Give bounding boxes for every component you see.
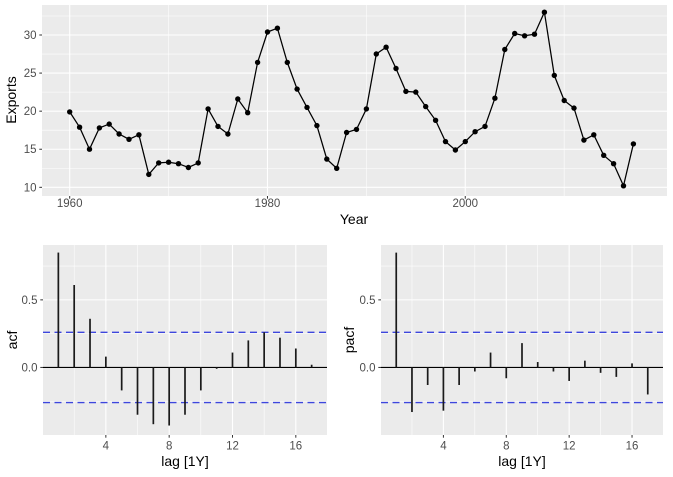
svg-text:0.0: 0.0: [22, 362, 38, 374]
acf-y-axis-title: acf: [4, 330, 20, 350]
pacf-y-axis-title: pacf: [341, 326, 357, 354]
svg-text:4: 4: [440, 441, 447, 453]
svg-text:16: 16: [626, 441, 639, 453]
svg-text:1980: 1980: [255, 198, 281, 210]
svg-text:0.5: 0.5: [22, 295, 38, 307]
exports-timeseries-chart: 1960 1980 2000 10 15 20 25 30: [24, 5, 667, 210]
svg-text:0.5: 0.5: [360, 295, 376, 307]
svg-text:8: 8: [503, 441, 509, 453]
svg-text:20: 20: [24, 106, 37, 118]
pacf-x-axis-title: lag [1Y]: [498, 453, 546, 469]
svg-text:12: 12: [563, 441, 576, 453]
exports-x-axis-title: Year: [339, 211, 369, 227]
svg-text:0.0: 0.0: [360, 362, 376, 374]
svg-text:16: 16: [289, 441, 302, 453]
acf-x-axis-title: lag [1Y]: [161, 453, 209, 469]
svg-text:15: 15: [24, 144, 37, 156]
svg-text:12: 12: [226, 441, 239, 453]
svg-text:10: 10: [24, 182, 37, 194]
svg-text:1960: 1960: [57, 198, 83, 210]
svg-text:4: 4: [103, 441, 110, 453]
pacf-chart: 4 8 12 16 0.0 0.5: [360, 245, 663, 453]
acf-chart: 4 8 12 16 0.0 0.5: [22, 245, 327, 453]
svg-text:2000: 2000: [452, 198, 478, 210]
svg-text:30: 30: [24, 30, 37, 42]
svg-text:8: 8: [166, 441, 172, 453]
svg-text:25: 25: [24, 68, 37, 80]
exports-y-axis-title: Exports: [3, 76, 19, 124]
